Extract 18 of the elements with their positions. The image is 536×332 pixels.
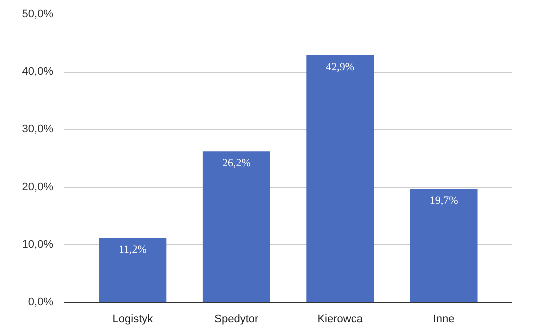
- bar: [202, 152, 270, 302]
- y-tick-label: 50,0%: [22, 8, 54, 20]
- data-label: 11,2%: [118, 244, 147, 256]
- x-tick-label: Inne: [433, 314, 455, 326]
- y-tick-label: 40,0%: [22, 66, 54, 78]
- data-label: 26,2%: [222, 158, 251, 170]
- y-tick-label: 10,0%: [22, 238, 54, 251]
- y-tick-label: 20,0%: [22, 181, 54, 194]
- data-label: 19,7%: [430, 195, 458, 208]
- bar: [410, 189, 478, 302]
- data-label: 42,9%: [326, 61, 355, 74]
- x-tick-label: Kierowca: [318, 314, 364, 326]
- y-tick-label: 30,0%: [22, 124, 54, 136]
- x-tick-label: Spedytor: [214, 314, 259, 326]
- x-tick-label: Logistyk: [112, 314, 154, 326]
- y-tick-label: 0,0%: [28, 296, 54, 308]
- bar: [306, 55, 374, 302]
- bar: [99, 238, 167, 302]
